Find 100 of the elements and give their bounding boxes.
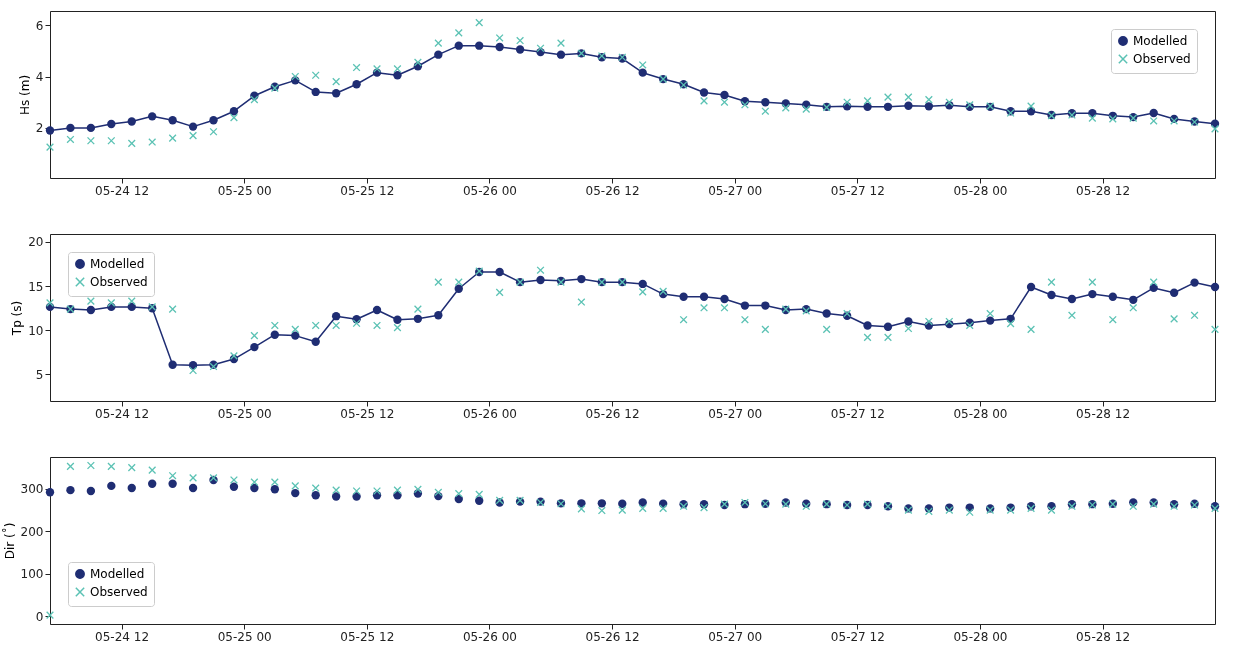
point <box>127 463 136 472</box>
point <box>475 18 484 27</box>
point <box>822 309 831 318</box>
point <box>127 483 136 493</box>
point <box>454 489 463 498</box>
point <box>597 499 607 508</box>
y-tick-label: 4 <box>35 70 44 85</box>
point <box>1129 303 1138 312</box>
point <box>454 278 463 287</box>
point <box>311 321 320 330</box>
point <box>1088 289 1097 299</box>
point <box>904 93 913 102</box>
y-axis-title: Dir (˚) <box>1 522 17 560</box>
point <box>148 479 157 488</box>
y-tick-label: 300 <box>20 482 44 497</box>
x-tick-label: 05-25 00 <box>217 629 272 644</box>
point <box>250 483 259 493</box>
point <box>454 41 463 50</box>
point <box>107 136 116 145</box>
x-tick-label: 05-28 12 <box>1076 629 1131 644</box>
point <box>86 461 95 470</box>
point <box>475 41 484 50</box>
point <box>699 292 709 301</box>
x-tick-label: 05-24 12 <box>95 629 150 644</box>
point <box>761 98 770 107</box>
point <box>761 325 770 334</box>
point <box>1047 278 1056 287</box>
point <box>1047 506 1056 515</box>
y-tick-label: 5 <box>35 367 44 382</box>
point <box>434 488 443 497</box>
y-tick-label: 0 <box>35 609 44 624</box>
point <box>638 279 647 289</box>
point <box>107 462 116 471</box>
point <box>148 466 157 475</box>
point <box>1047 290 1056 300</box>
point <box>291 331 300 340</box>
point <box>352 80 361 89</box>
point <box>1088 278 1097 287</box>
x-tick-label: 05-26 12 <box>585 406 640 421</box>
point <box>373 321 382 330</box>
point <box>270 478 279 487</box>
y-tick-label: 200 <box>20 524 44 539</box>
point <box>250 478 259 487</box>
point <box>86 486 96 496</box>
x-tick-label: 05-28 12 <box>1076 183 1131 198</box>
point <box>740 315 749 324</box>
x-tick-label: 05-25 00 <box>217 406 272 421</box>
point <box>291 325 300 334</box>
x-tick-label: 05-24 12 <box>95 406 150 421</box>
point <box>311 87 320 97</box>
point <box>577 504 586 513</box>
point <box>618 506 627 515</box>
point <box>1149 108 1158 118</box>
point <box>291 488 300 498</box>
y-tick-label: 15 <box>28 279 44 294</box>
point <box>189 131 198 140</box>
point <box>291 72 300 81</box>
point <box>331 492 341 501</box>
point <box>1211 325 1219 334</box>
point <box>372 305 382 315</box>
point <box>209 127 218 136</box>
point <box>270 485 280 494</box>
y-tick-label: 20 <box>28 235 44 250</box>
point <box>638 504 647 513</box>
point <box>209 116 218 125</box>
x-tick-label: 05-28 00 <box>953 406 1008 421</box>
point <box>46 611 54 620</box>
point <box>413 314 423 323</box>
point <box>1026 282 1036 292</box>
point <box>311 337 320 346</box>
point <box>434 39 443 48</box>
x-tick-label: 05-25 12 <box>340 406 395 421</box>
legend-label: Observed <box>1133 52 1191 66</box>
x-tick-label: 05-27 12 <box>830 629 885 644</box>
point <box>189 366 198 375</box>
point <box>556 39 565 48</box>
point <box>863 102 872 112</box>
point <box>127 297 136 306</box>
x-tick-label: 05-27 12 <box>830 183 885 198</box>
point <box>66 123 75 133</box>
point <box>1067 294 1077 304</box>
point <box>1211 124 1219 133</box>
point <box>352 63 361 72</box>
point <box>475 490 484 499</box>
point <box>229 113 238 122</box>
point <box>373 64 382 73</box>
legend-label: Observed <box>90 275 148 289</box>
point <box>1108 292 1117 301</box>
point <box>229 482 239 491</box>
point <box>86 305 96 315</box>
point <box>393 486 402 495</box>
point <box>311 71 320 80</box>
point <box>270 330 280 339</box>
point <box>1108 315 1117 324</box>
point <box>66 135 75 144</box>
point <box>720 98 729 107</box>
point <box>597 506 606 515</box>
point <box>883 322 893 331</box>
point <box>168 305 177 314</box>
point <box>127 302 136 312</box>
